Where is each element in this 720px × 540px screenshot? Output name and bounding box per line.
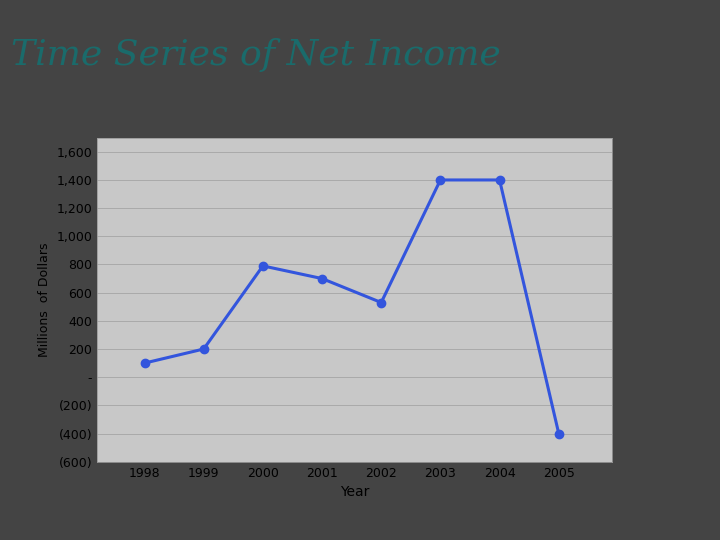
X-axis label: Year: Year (340, 485, 369, 499)
Text: Time Series of Net Income: Time Series of Net Income (11, 38, 500, 72)
Y-axis label: Millions  of Dollars: Millions of Dollars (38, 242, 51, 357)
